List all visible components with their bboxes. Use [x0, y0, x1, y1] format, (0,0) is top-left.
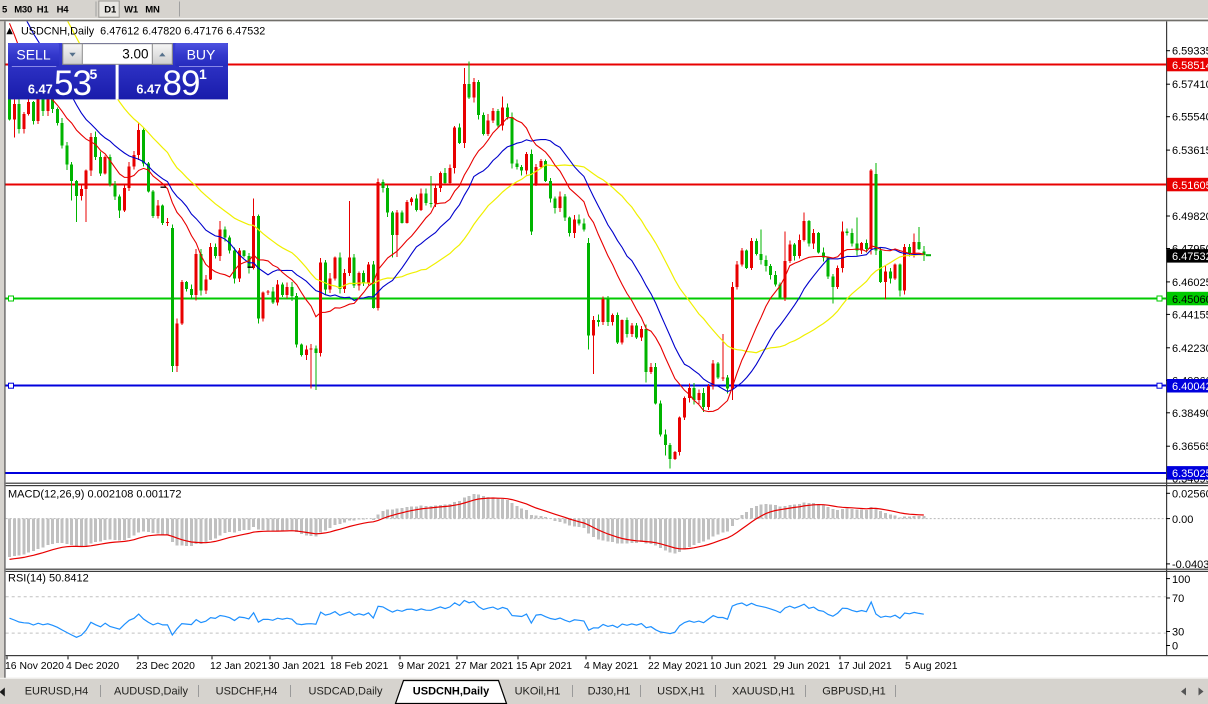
svg-text:6.49820: 6.49820 — [1172, 211, 1208, 223]
svg-text:6.40042: 6.40042 — [1172, 381, 1208, 393]
svg-text:0.00: 0.00 — [1172, 514, 1193, 526]
svg-text:6.47: 6.47 — [136, 82, 161, 97]
svg-text:100: 100 — [1172, 574, 1190, 586]
svg-text:4 May 2021: 4 May 2021 — [584, 661, 639, 672]
svg-text:6.45060: 6.45060 — [1172, 294, 1208, 306]
svg-text:6.35025: 6.35025 — [1172, 468, 1208, 480]
svg-text:D1: D1 — [104, 5, 117, 16]
svg-text:W1: W1 — [124, 5, 139, 16]
svg-text:53: 53 — [54, 64, 91, 103]
svg-text:6.59335: 6.59335 — [1172, 46, 1208, 58]
svg-text:BUY: BUY — [187, 47, 216, 63]
svg-text:15 Apr 2021: 15 Apr 2021 — [516, 661, 572, 672]
svg-text:-0.04038: -0.04038 — [1172, 559, 1208, 571]
svg-text:30: 30 — [1172, 627, 1184, 639]
svg-text:6.38490: 6.38490 — [1172, 408, 1208, 420]
svg-text:30 Jan 2021: 30 Jan 2021 — [268, 661, 325, 672]
svg-text:10 Jun 2021: 10 Jun 2021 — [710, 661, 767, 672]
svg-text:6.55540: 6.55540 — [1172, 112, 1208, 124]
svg-text:89: 89 — [163, 64, 200, 103]
svg-text:USDCHF,H4: USDCHF,H4 — [216, 686, 278, 698]
svg-text:9 Mar 2021: 9 Mar 2021 — [398, 661, 451, 672]
svg-text:0: 0 — [1172, 641, 1178, 653]
svg-text:6.58514: 6.58514 — [1172, 60, 1208, 72]
svg-text:6.57410: 6.57410 — [1172, 79, 1208, 91]
svg-text:6.51605: 6.51605 — [1172, 180, 1208, 192]
svg-text:4 Dec 2020: 4 Dec 2020 — [66, 661, 119, 672]
svg-text:MN: MN — [145, 5, 160, 16]
svg-text:0.025609: 0.025609 — [1172, 489, 1208, 501]
svg-text:23 Dec 2020: 23 Dec 2020 — [136, 661, 195, 672]
svg-text:27 Mar 2021: 27 Mar 2021 — [455, 661, 514, 672]
svg-text:1: 1 — [199, 66, 207, 82]
svg-text:EURUSD,H4: EURUSD,H4 — [25, 686, 89, 698]
svg-text:AUDUSD,Daily: AUDUSD,Daily — [114, 686, 188, 698]
svg-text:6.53615: 6.53615 — [1172, 145, 1208, 157]
svg-text:SELL: SELL — [16, 47, 50, 63]
svg-text:H1: H1 — [37, 5, 50, 16]
svg-text:6.46025: 6.46025 — [1172, 277, 1208, 289]
svg-text:USDX,H1: USDX,H1 — [657, 686, 705, 698]
svg-text:6.44155: 6.44155 — [1172, 309, 1208, 321]
svg-text:6.42230: 6.42230 — [1172, 343, 1208, 355]
svg-text:USDCNH,Daily 6.47612 6.47820: USDCNH,Daily 6.47612 6.47820 6.47176 6.4… — [21, 26, 265, 38]
svg-text:5 Aug 2021: 5 Aug 2021 — [905, 661, 958, 672]
svg-text:MACD(12,26,9) 0.002108 0.00117: MACD(12,26,9) 0.002108 0.001172 — [8, 489, 181, 501]
svg-text:RSI(14) 50.8412: RSI(14) 50.8412 — [8, 573, 89, 585]
svg-text:USDCNH,Daily: USDCNH,Daily — [413, 686, 490, 698]
svg-text:12 Jan 2021: 12 Jan 2021 — [210, 661, 267, 672]
svg-text:17 Jul 2021: 17 Jul 2021 — [838, 661, 892, 672]
svg-text:70: 70 — [1172, 593, 1184, 605]
svg-text:5: 5 — [90, 66, 98, 82]
svg-text:18 Feb 2021: 18 Feb 2021 — [330, 661, 389, 672]
svg-text:H4: H4 — [57, 5, 70, 16]
svg-text:XAUUSD,H1: XAUUSD,H1 — [732, 686, 795, 698]
svg-text:GBPUSD,H1: GBPUSD,H1 — [822, 686, 886, 698]
svg-text:5: 5 — [2, 5, 8, 16]
svg-text:6.47: 6.47 — [28, 82, 53, 97]
svg-text:3.00: 3.00 — [122, 47, 148, 62]
svg-text:29 Jun 2021: 29 Jun 2021 — [773, 661, 830, 672]
svg-text:DJ30,H1: DJ30,H1 — [588, 686, 631, 698]
svg-text:6.47532: 6.47532 — [1172, 251, 1208, 263]
svg-text:USDCAD,Daily: USDCAD,Daily — [309, 686, 383, 698]
svg-text:16 Nov 2020: 16 Nov 2020 — [5, 661, 64, 672]
svg-text:UKOil,H1: UKOil,H1 — [515, 686, 561, 698]
svg-text:6.36565: 6.36565 — [1172, 441, 1208, 453]
svg-text:22 May 2021: 22 May 2021 — [648, 661, 708, 672]
svg-text:M30: M30 — [14, 5, 32, 16]
